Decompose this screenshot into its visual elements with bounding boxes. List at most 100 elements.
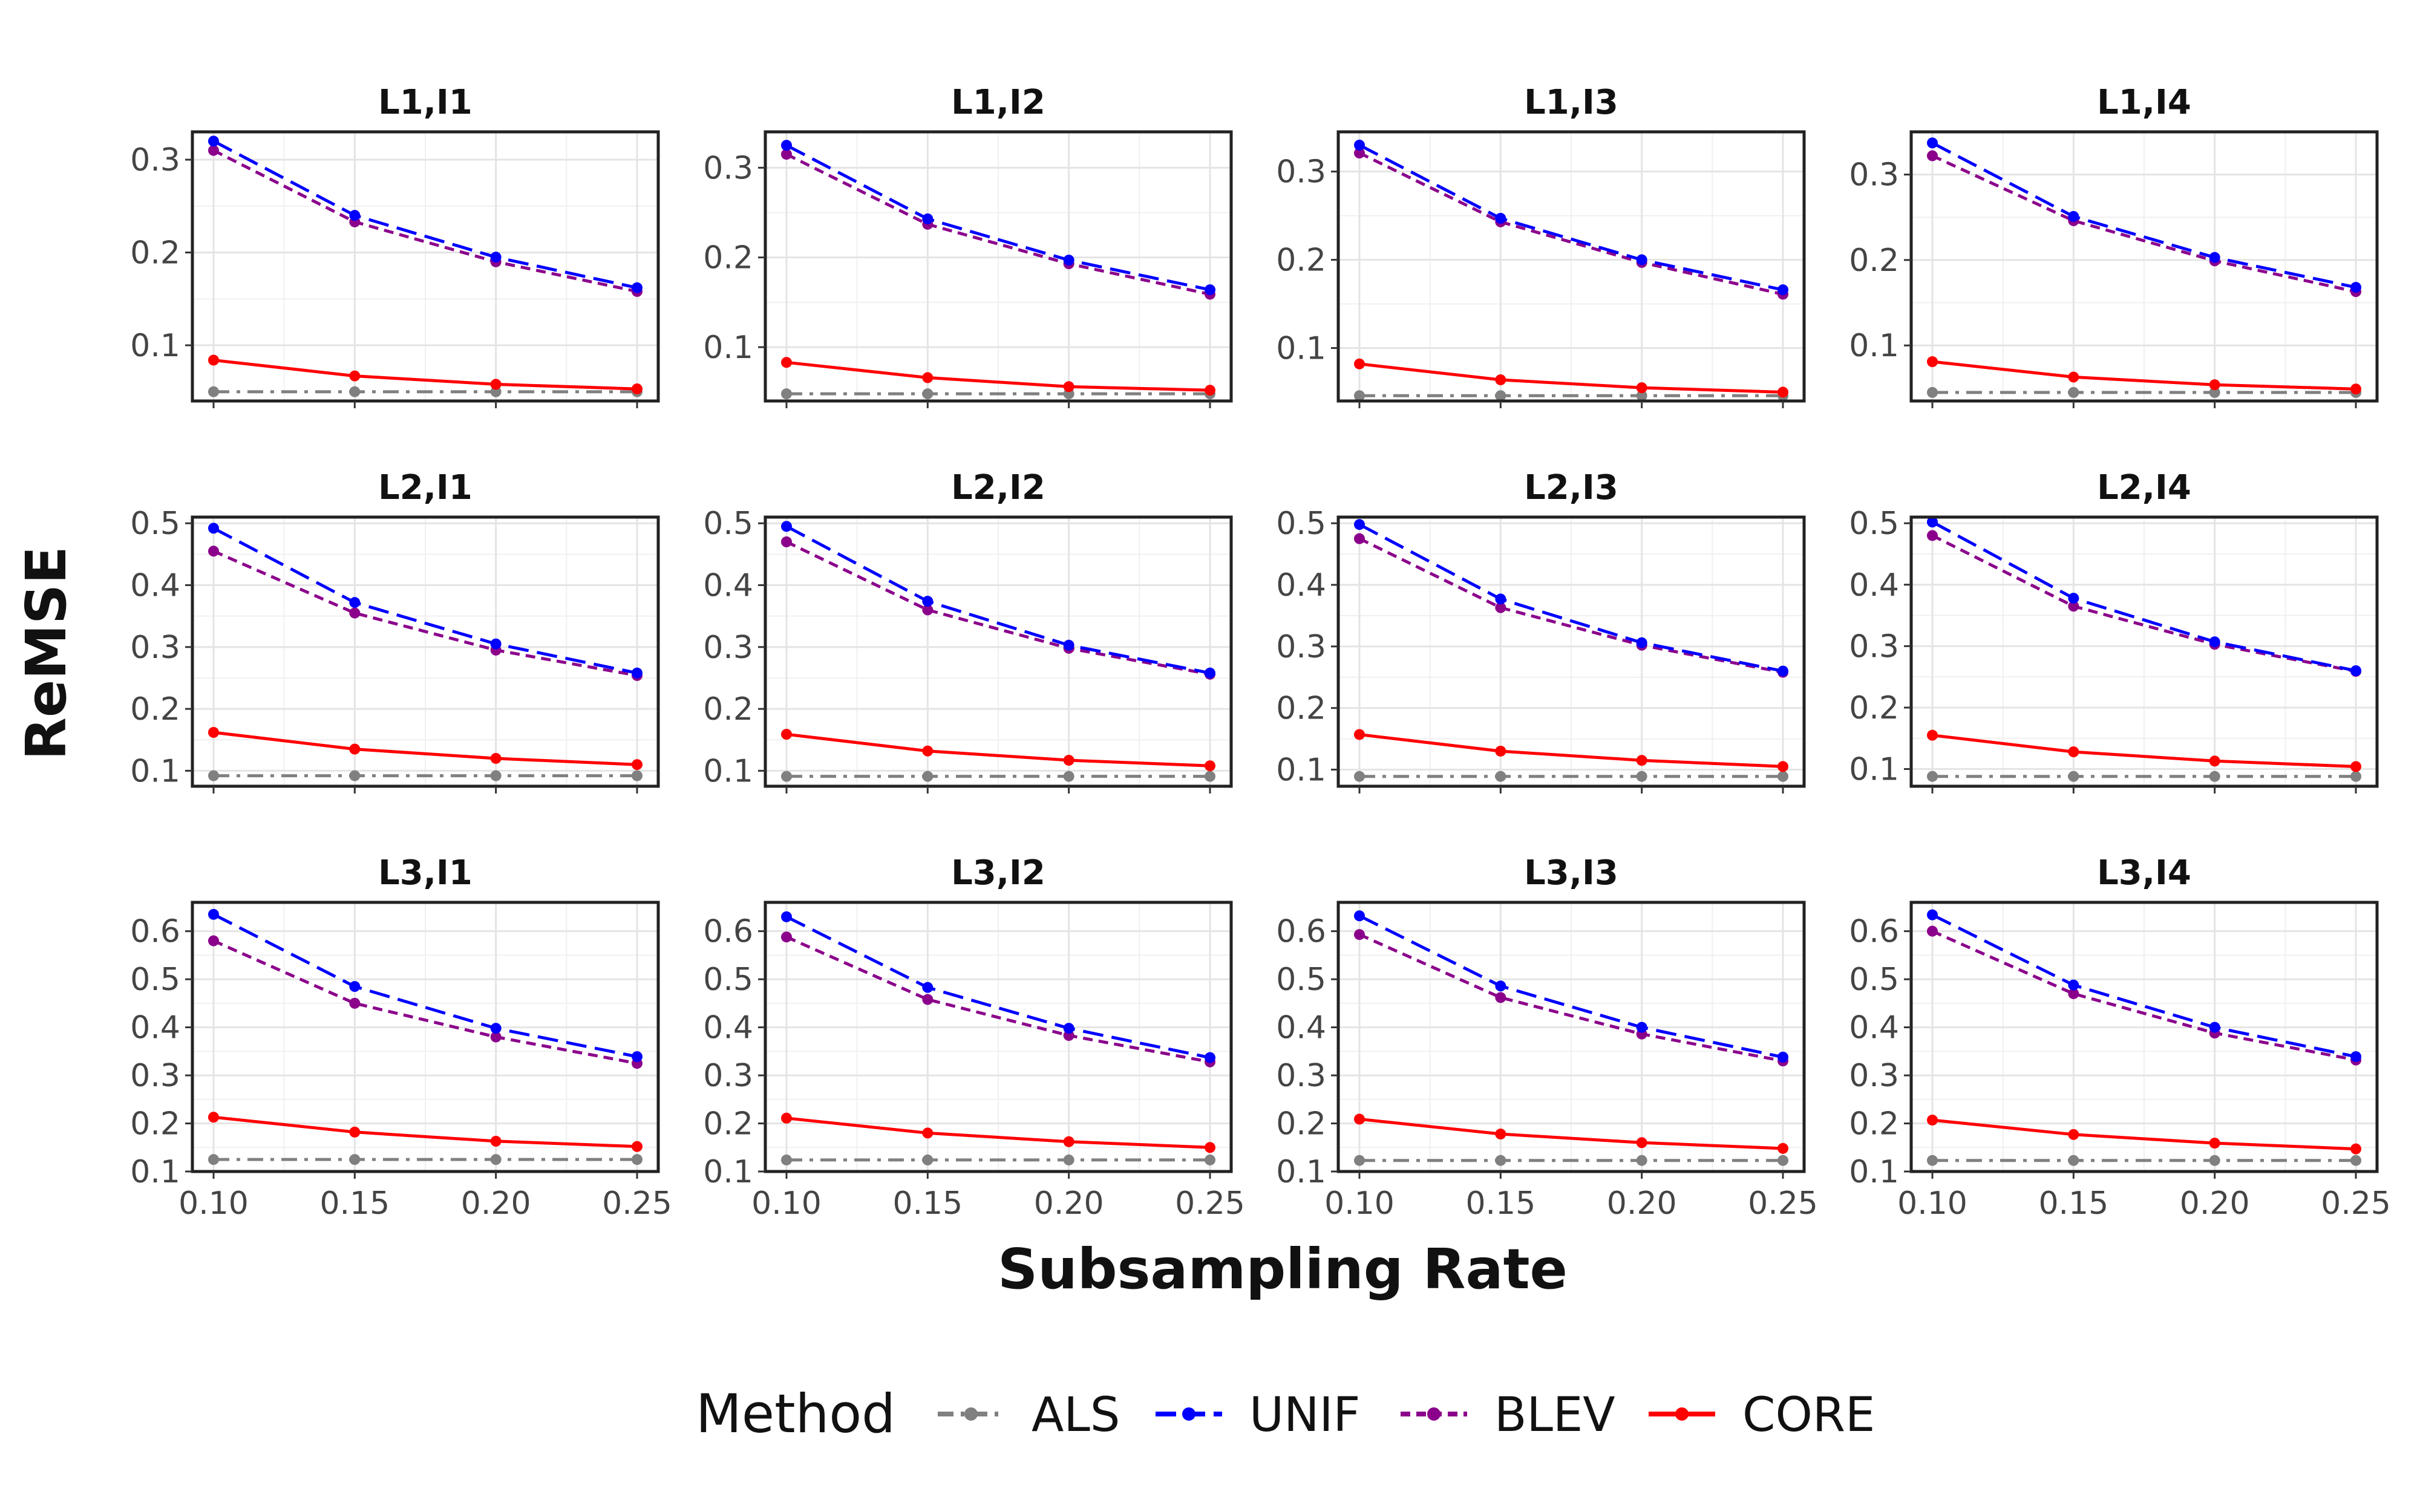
data-point-blev <box>1354 929 1365 940</box>
y-tick-label: 0.2 <box>1849 1106 1899 1142</box>
y-tick-label: 0.2 <box>130 691 180 728</box>
data-point-unif <box>2068 593 2079 604</box>
series-line-unif <box>212 913 638 1058</box>
x-tick-label: 0.10 <box>1897 1185 1967 1222</box>
data-point-core <box>781 1112 792 1124</box>
series-line-unif <box>1358 143 1784 292</box>
facet-panel: L2,I1 0.1 0.2 0.3 0.4 0.5 <box>130 468 660 793</box>
series-line-blev <box>785 152 1211 296</box>
y-tick-label: 0.4 <box>1276 1010 1326 1046</box>
facet-panel: L3,I1 0.1 0.2 0.3 0.4 0.5 0.6 0.10 0.15 0.20 0.25 <box>130 853 672 1222</box>
data-point-als <box>922 388 934 400</box>
x-tick-label: 0.20 <box>1034 1185 1104 1222</box>
data-point-core <box>922 1127 934 1139</box>
data-point-als <box>1495 390 1506 402</box>
series-line-core <box>1359 1117 1784 1150</box>
y-tick-label: 0.3 <box>703 150 753 186</box>
x-tick-label: 0.25 <box>1748 1185 1818 1222</box>
facet-panel: L2,I3 0.1 0.2 0.3 0.4 0.5 <box>1276 468 1806 793</box>
data-point-unif <box>2350 1051 2361 1063</box>
y-tick-label: 0.3 <box>1849 628 1899 665</box>
data-point-core <box>1495 374 1506 385</box>
facet-title: L3,I4 <box>2097 853 2191 893</box>
series-line-core <box>1359 362 1784 394</box>
series-line-core <box>786 732 1211 767</box>
data-point-core <box>1927 356 1938 368</box>
data-point-unif <box>208 908 219 920</box>
data-point-core <box>1205 385 1215 396</box>
facet-title: L3,I3 <box>1524 853 1618 893</box>
data-point-unif <box>1205 284 1215 296</box>
data-point-unif <box>1927 137 1938 149</box>
y-tick-label: 0.3 <box>130 1058 180 1094</box>
facet-title: L1,I4 <box>2097 83 2191 122</box>
data-point-blev <box>1354 533 1365 544</box>
data-point-als <box>1354 771 1365 782</box>
data-point-blev <box>208 145 219 156</box>
data-point-unif <box>490 252 502 263</box>
y-tick-label: 0.5 <box>1849 962 1899 998</box>
y-tick-label: 0.5 <box>130 506 180 542</box>
facet-panel: L2,I4 0.1 0.2 0.3 0.4 0.5 <box>1849 468 2379 793</box>
y-tick-label: 0.3 <box>1849 157 1899 194</box>
data-point-core <box>1927 1114 1938 1126</box>
data-point-unif <box>1354 139 1365 151</box>
data-point-unif <box>1063 639 1074 651</box>
data-point-unif <box>2209 1022 2220 1033</box>
data-point-als <box>1354 1155 1365 1166</box>
data-point-als <box>1063 771 1074 782</box>
x-tick-label: 0.15 <box>892 1185 963 1222</box>
y-tick-label: 0.3 <box>703 1058 753 1094</box>
series-line-core <box>213 359 638 391</box>
data-point-core <box>2068 1129 2079 1140</box>
legend-item-blev: BLEV <box>1401 1388 1615 1442</box>
data-point-als <box>2209 771 2220 782</box>
y-tick-label: 0.1 <box>1849 1154 1899 1190</box>
series-line-core <box>1932 734 2356 768</box>
y-tick-label: 0.1 <box>130 753 180 789</box>
data-point-unif <box>1636 637 1647 648</box>
legend-key-point <box>1427 1407 1441 1421</box>
data-point-unif <box>1777 284 1788 296</box>
data-point-core <box>1063 381 1074 393</box>
data-point-core <box>632 1141 643 1152</box>
data-point-core <box>490 752 502 764</box>
data-point-unif <box>208 523 219 534</box>
legend-item-als: ALS <box>938 1388 1120 1442</box>
facet-title: L3,I1 <box>378 853 473 893</box>
data-point-core <box>1636 382 1647 394</box>
data-point-unif <box>1636 254 1647 266</box>
x-tick-label: 0.15 <box>2038 1185 2108 1222</box>
y-tick-label: 0.3 <box>1276 629 1326 665</box>
data-point-unif <box>490 638 502 650</box>
legend-items: ALS UNIF BLEV CORE <box>938 1388 1875 1442</box>
data-point-core <box>208 354 219 366</box>
legend-key-point <box>1182 1407 1195 1421</box>
data-point-core <box>1063 755 1074 766</box>
y-tick-label: 0.3 <box>1849 1058 1899 1094</box>
data-point-blev <box>1927 925 1938 937</box>
data-point-core <box>2209 755 2220 767</box>
data-point-unif <box>1927 909 1938 921</box>
data-point-core <box>1495 1129 1506 1140</box>
y-tick-label: 0.5 <box>130 962 180 998</box>
y-tick-label: 0.1 <box>1849 328 1899 364</box>
x-tick-label: 0.15 <box>319 1185 390 1222</box>
facet-title: L1,I1 <box>378 83 473 122</box>
y-tick-label: 0.1 <box>703 753 753 789</box>
data-point-unif <box>1495 593 1506 605</box>
data-point-blev <box>1495 602 1506 613</box>
data-point-core <box>1354 729 1365 740</box>
legend-key-point <box>964 1407 978 1421</box>
series-line-blev <box>1931 534 2356 673</box>
series-line-blev <box>785 935 1211 1064</box>
y-tick-label: 0.2 <box>1849 243 1899 279</box>
data-point-unif <box>922 982 934 993</box>
data-point-als <box>490 770 502 781</box>
legend-label: UNIF <box>1249 1388 1360 1442</box>
data-point-blev <box>349 607 361 619</box>
legend-label: BLEV <box>1494 1388 1615 1442</box>
facet-panel: L3,I2 0.1 0.2 0.3 0.4 0.5 0.6 0.10 0.15 0.20 0.25 <box>703 853 1245 1222</box>
data-point-blev <box>781 149 792 160</box>
y-tick-label: 0.5 <box>703 506 753 542</box>
